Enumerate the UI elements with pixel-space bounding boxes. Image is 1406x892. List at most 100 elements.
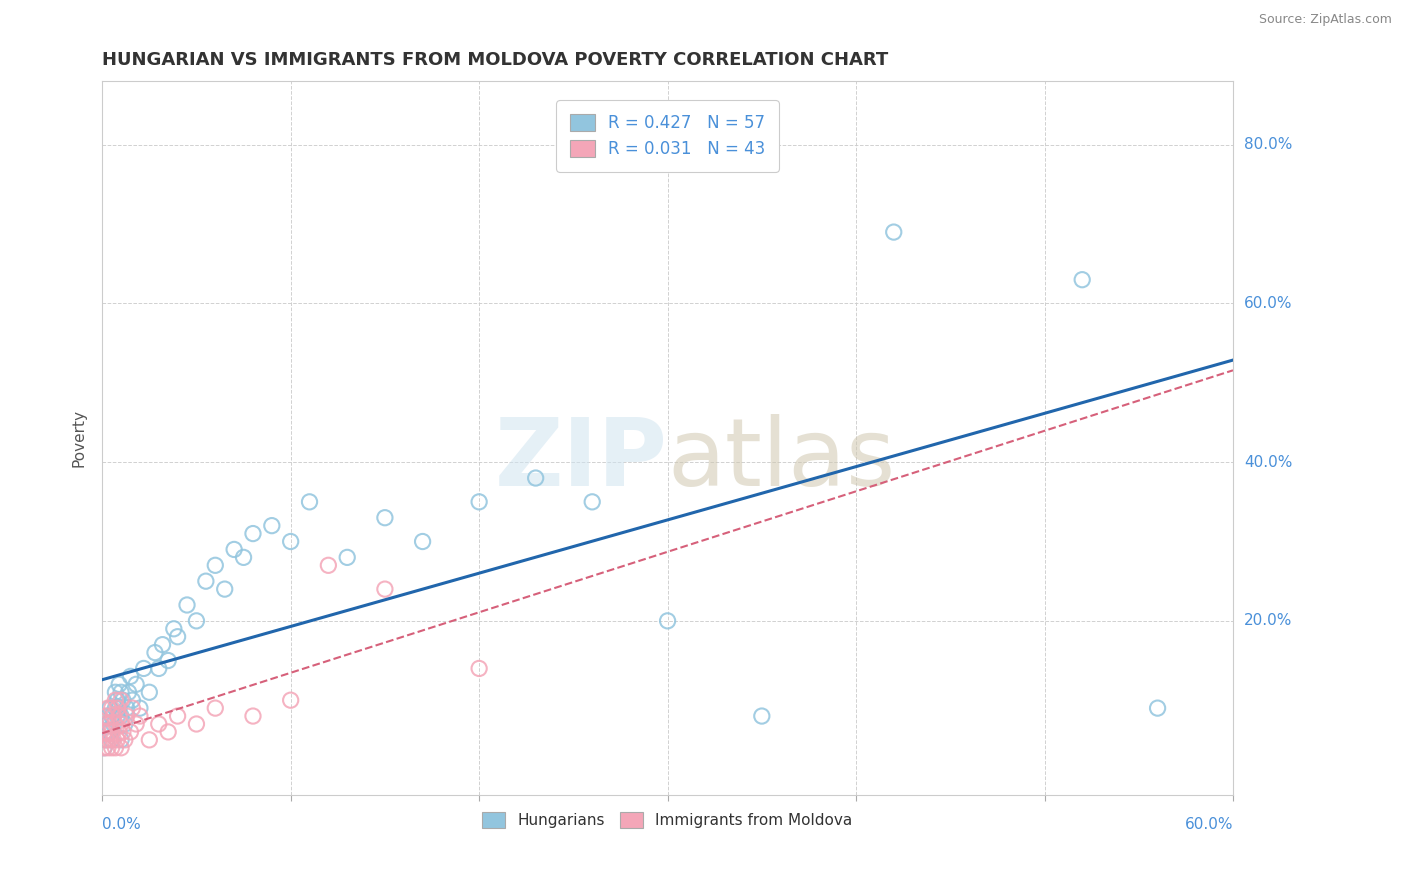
Point — [204, 701, 226, 715]
Text: ZIP: ZIP — [495, 414, 668, 506]
Point — [104, 685, 127, 699]
Point — [318, 558, 340, 573]
Point — [110, 693, 132, 707]
Point — [93, 725, 115, 739]
Point — [110, 709, 132, 723]
Point — [114, 732, 136, 747]
Point — [657, 614, 679, 628]
Y-axis label: Poverty: Poverty — [72, 409, 86, 467]
Point — [157, 653, 180, 667]
Point — [129, 701, 152, 715]
Point — [242, 709, 264, 723]
Point — [100, 725, 122, 739]
Point — [1146, 701, 1168, 715]
Point — [280, 534, 302, 549]
Point — [121, 701, 143, 715]
Point — [1071, 273, 1094, 287]
Text: HUNGARIAN VS IMMIGRANTS FROM MOLDOVA POVERTY CORRELATION CHART: HUNGARIAN VS IMMIGRANTS FROM MOLDOVA POV… — [103, 51, 889, 69]
Point — [374, 510, 396, 524]
Point — [129, 709, 152, 723]
Text: 80.0%: 80.0% — [1244, 137, 1292, 153]
Text: 0.0%: 0.0% — [103, 817, 141, 832]
Point — [94, 717, 117, 731]
Point — [883, 225, 905, 239]
Point — [93, 740, 115, 755]
Point — [132, 661, 155, 675]
Point — [108, 701, 131, 715]
Point — [125, 677, 148, 691]
Point — [120, 725, 142, 739]
Point — [98, 725, 121, 739]
Point — [105, 732, 128, 747]
Text: 60.0%: 60.0% — [1244, 296, 1292, 311]
Point — [125, 717, 148, 731]
Text: 20.0%: 20.0% — [1244, 614, 1292, 628]
Point — [108, 725, 131, 739]
Point — [468, 661, 491, 675]
Point — [524, 471, 547, 485]
Point — [104, 693, 127, 707]
Point — [103, 709, 125, 723]
Point — [108, 709, 131, 723]
Point — [110, 717, 132, 731]
Point — [186, 717, 208, 731]
Point — [117, 685, 139, 699]
Point — [94, 732, 117, 747]
Point — [166, 709, 188, 723]
Text: atlas: atlas — [668, 414, 896, 506]
Point — [93, 740, 115, 755]
Point — [280, 693, 302, 707]
Point — [111, 693, 134, 707]
Point — [105, 709, 128, 723]
Point — [110, 732, 132, 747]
Point — [110, 685, 132, 699]
Point — [100, 709, 122, 723]
Point — [581, 495, 603, 509]
Point — [111, 725, 134, 739]
Point — [105, 693, 128, 707]
Point — [148, 661, 170, 675]
Legend: Hungarians, Immigrants from Moldova: Hungarians, Immigrants from Moldova — [477, 806, 859, 834]
Point — [100, 701, 122, 715]
Point — [97, 717, 120, 731]
Point — [751, 709, 773, 723]
Point — [194, 574, 217, 589]
Point — [94, 725, 117, 739]
Point — [105, 701, 128, 715]
Point — [97, 701, 120, 715]
Point — [260, 518, 283, 533]
Point — [100, 732, 122, 747]
Point — [100, 740, 122, 755]
Point — [143, 646, 166, 660]
Point — [98, 717, 121, 731]
Point — [224, 542, 246, 557]
Point — [115, 709, 138, 723]
Point — [166, 630, 188, 644]
Point — [104, 717, 127, 731]
Point — [176, 598, 198, 612]
Text: Source: ZipAtlas.com: Source: ZipAtlas.com — [1258, 13, 1392, 27]
Point — [103, 732, 125, 747]
Point — [138, 732, 160, 747]
Point — [97, 740, 120, 755]
Point — [468, 495, 491, 509]
Point — [108, 677, 131, 691]
Point — [121, 693, 143, 707]
Point — [98, 701, 121, 715]
Point — [104, 701, 127, 715]
Point — [412, 534, 434, 549]
Point — [94, 732, 117, 747]
Point — [214, 582, 236, 596]
Point — [115, 701, 138, 715]
Point — [298, 495, 321, 509]
Text: 40.0%: 40.0% — [1244, 455, 1292, 470]
Point — [114, 717, 136, 731]
Point — [97, 725, 120, 739]
Point — [110, 740, 132, 755]
Point — [374, 582, 396, 596]
Point — [152, 638, 174, 652]
Text: 60.0%: 60.0% — [1184, 817, 1233, 832]
Point — [98, 732, 121, 747]
Point — [94, 709, 117, 723]
Point — [163, 622, 186, 636]
